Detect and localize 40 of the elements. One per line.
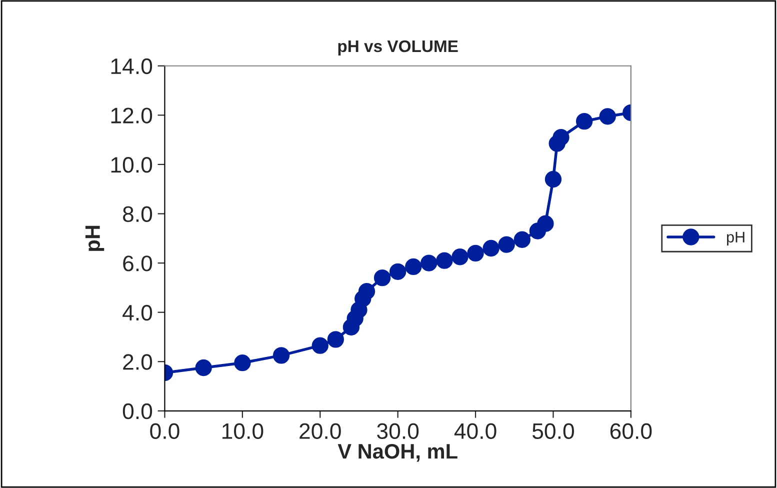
point (195, 359, 212, 376)
point (272, 347, 290, 364)
point (374, 269, 391, 286)
y-tick-label: 6.0 (123, 256, 152, 272)
x-tick-label: 20.0 (300, 423, 341, 440)
y-tick-label: 14.0 (111, 58, 152, 74)
point (312, 337, 328, 354)
point (405, 258, 422, 276)
point (514, 231, 530, 248)
point (389, 263, 406, 280)
point (544, 170, 562, 188)
y-tick-label: 12.0 (111, 108, 152, 124)
point (498, 236, 515, 253)
x-tick-label: 60.0 (610, 423, 652, 440)
y-tick-label: 0.0 (122, 403, 152, 420)
legend-label: pH (727, 232, 744, 246)
point (552, 129, 570, 146)
x-tick-label: 50.0 (532, 423, 574, 440)
point (482, 240, 500, 257)
y-tick-label: 8.0 (122, 206, 152, 222)
x-tick-label: 10.0 (222, 423, 264, 440)
point (467, 244, 484, 262)
point (234, 354, 251, 372)
point (599, 108, 616, 125)
point (358, 283, 376, 300)
y-tick-label: 2.0 (123, 354, 152, 370)
x-tick-label: 0.0 (150, 423, 180, 440)
y-tick-label: 10.0 (111, 156, 152, 173)
point (537, 215, 554, 232)
y-axis-title: pH (85, 226, 104, 251)
point (576, 112, 593, 130)
point (327, 331, 344, 348)
point (420, 254, 438, 272)
x-tick-label: 30.0 (377, 423, 419, 440)
x-tick-label: 40.0 (454, 423, 496, 440)
chart-title: pH vs VOLUME (338, 40, 458, 56)
point (436, 252, 453, 269)
x-axis-title: V NaOH, mL (338, 444, 458, 462)
point (452, 248, 468, 266)
y-tick-label: 4.0 (122, 304, 152, 321)
